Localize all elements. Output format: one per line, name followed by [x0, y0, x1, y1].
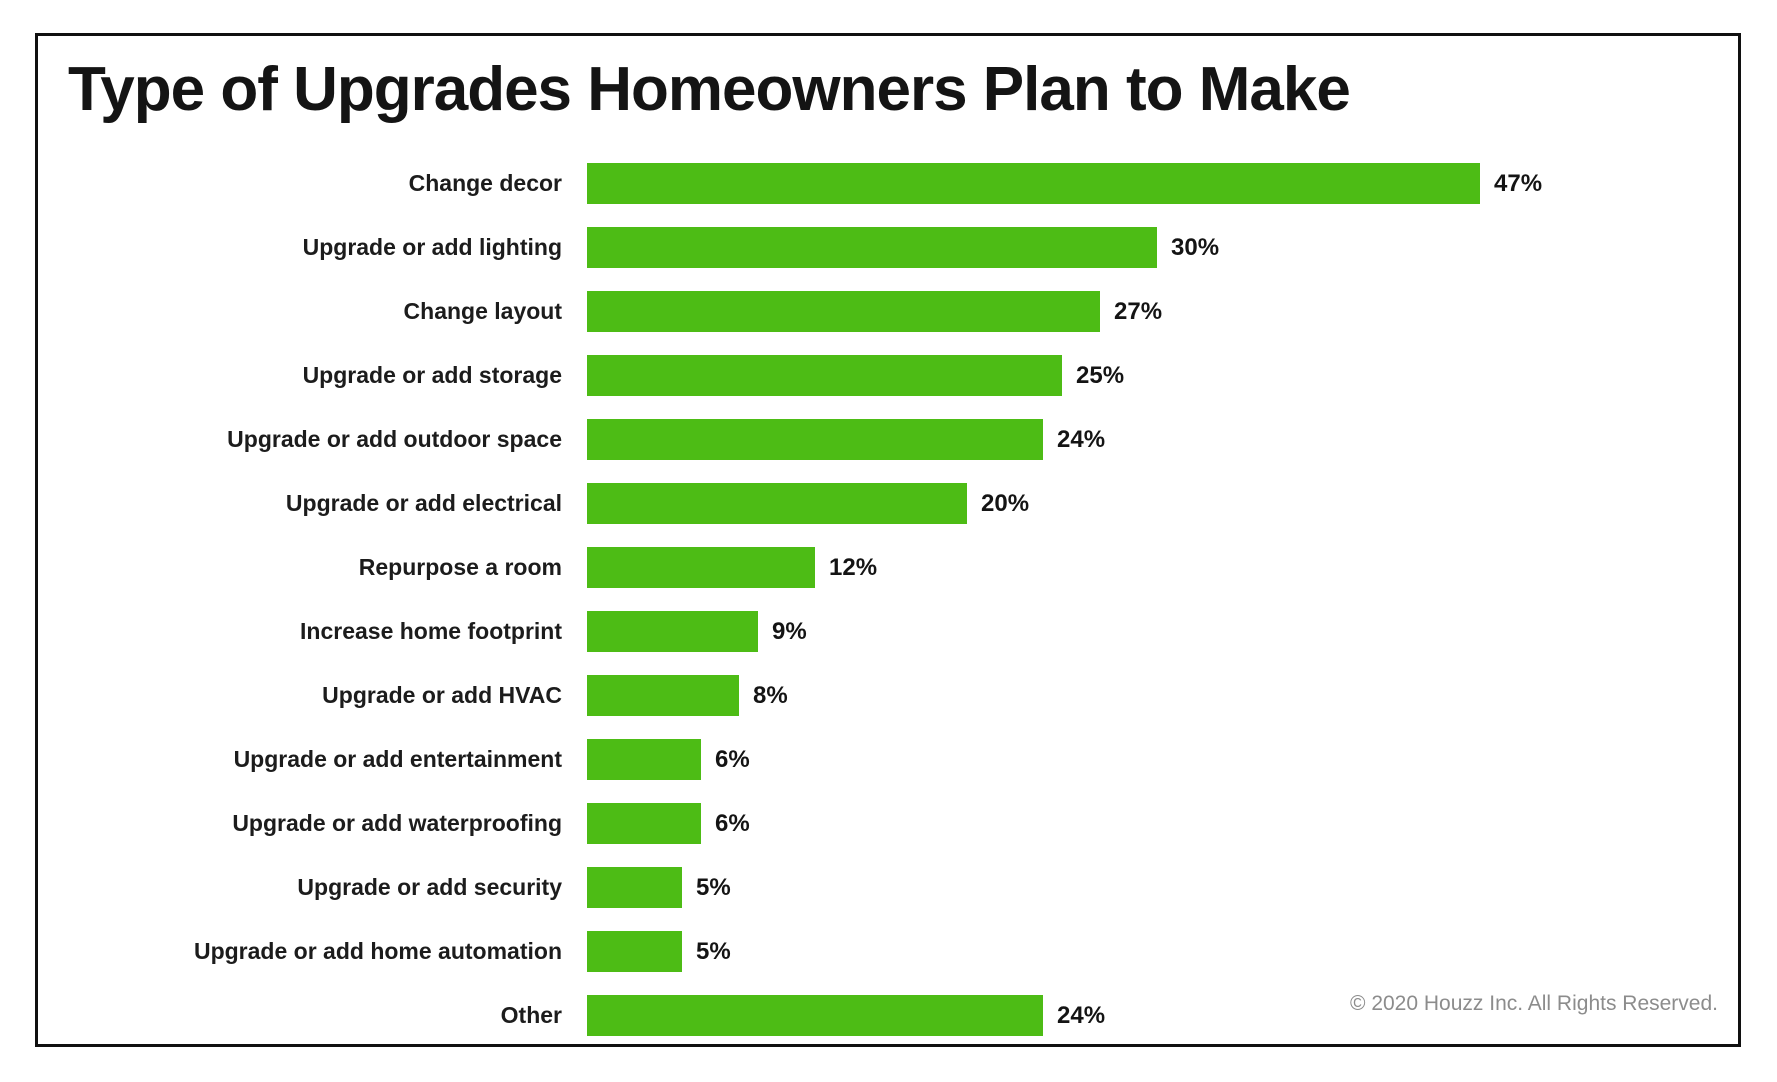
bar: [587, 547, 815, 588]
category-label: Change layout: [403, 298, 562, 324]
table-row: Upgrade or add HVAC 8%: [38, 675, 1738, 716]
value-label: 27%: [1114, 297, 1163, 325]
value-label: 9%: [772, 617, 807, 645]
bar: [587, 483, 967, 524]
table-row: Upgrade or add home automation 5%: [38, 931, 1738, 972]
table-row: Upgrade or add lighting 30%: [38, 227, 1738, 268]
category-label: Other: [500, 1002, 562, 1028]
category-label: Upgrade or add waterproofing: [232, 810, 562, 836]
value-label: 12%: [829, 553, 878, 581]
value-label: 5%: [696, 937, 731, 965]
table-row: Increase home footprint 9%: [38, 611, 1738, 652]
bar: [587, 355, 1062, 396]
category-label: Upgrade or add home automation: [193, 938, 562, 964]
value-label: 5%: [696, 873, 731, 901]
table-row: Change decor 47%: [38, 163, 1738, 204]
bar: [587, 163, 1480, 204]
value-label: 25%: [1076, 361, 1125, 389]
value-label: 6%: [715, 745, 750, 773]
bar: [587, 611, 758, 652]
table-row: Change layout 27%: [38, 291, 1738, 332]
bar: [587, 995, 1043, 1036]
table-row: Upgrade or add security 5%: [38, 867, 1738, 908]
table-row: Upgrade or add entertainment 6%: [38, 739, 1738, 780]
table-row: Upgrade or add electrical 20%: [38, 483, 1738, 524]
value-label: 6%: [715, 809, 750, 837]
bar-chart: Change decor 47% Upgrade or add lighting 30…: [38, 163, 1738, 1059]
table-row: Upgrade or add waterproofing 6%: [38, 803, 1738, 844]
category-label: Upgrade or add security: [297, 874, 562, 900]
category-label: Repurpose a room: [358, 554, 562, 580]
bar: [587, 803, 701, 844]
table-row: Upgrade or add outdoor space 24%: [38, 419, 1738, 460]
category-label: Upgrade or add lighting: [302, 234, 562, 260]
value-label: 47%: [1494, 169, 1543, 197]
bar: [587, 675, 739, 716]
value-label: 20%: [981, 489, 1030, 517]
bar: [587, 931, 682, 972]
table-row: Repurpose a room 12%: [38, 547, 1738, 588]
bar: [587, 739, 701, 780]
table-row: Upgrade or add storage 25%: [38, 355, 1738, 396]
copyright-notice: © 2020 Houzz Inc. All Rights Reserved.: [1350, 992, 1718, 1015]
category-label: Upgrade or add electrical: [285, 490, 562, 516]
value-label: 24%: [1057, 425, 1106, 453]
category-label: Change decor: [408, 170, 562, 196]
category-label: Increase home footprint: [300, 618, 562, 644]
value-label: 24%: [1057, 1001, 1106, 1029]
value-label: 30%: [1171, 233, 1220, 261]
bar: [587, 419, 1043, 460]
category-label: Upgrade or add outdoor space: [227, 426, 562, 452]
table-row: Other 24%: [38, 995, 1738, 1036]
category-label: Upgrade or add entertainment: [233, 746, 562, 772]
value-label: 8%: [753, 681, 788, 709]
bar: [587, 291, 1100, 332]
chart-title: Type of Upgrades Homeowners Plan to Make: [68, 55, 1351, 124]
chart-frame: Type of Upgrades Homeowners Plan to Make…: [35, 33, 1741, 1047]
bar: [587, 227, 1157, 268]
bar: [587, 867, 682, 908]
category-label: Upgrade or add HVAC: [322, 682, 562, 708]
category-label: Upgrade or add storage: [302, 362, 562, 388]
